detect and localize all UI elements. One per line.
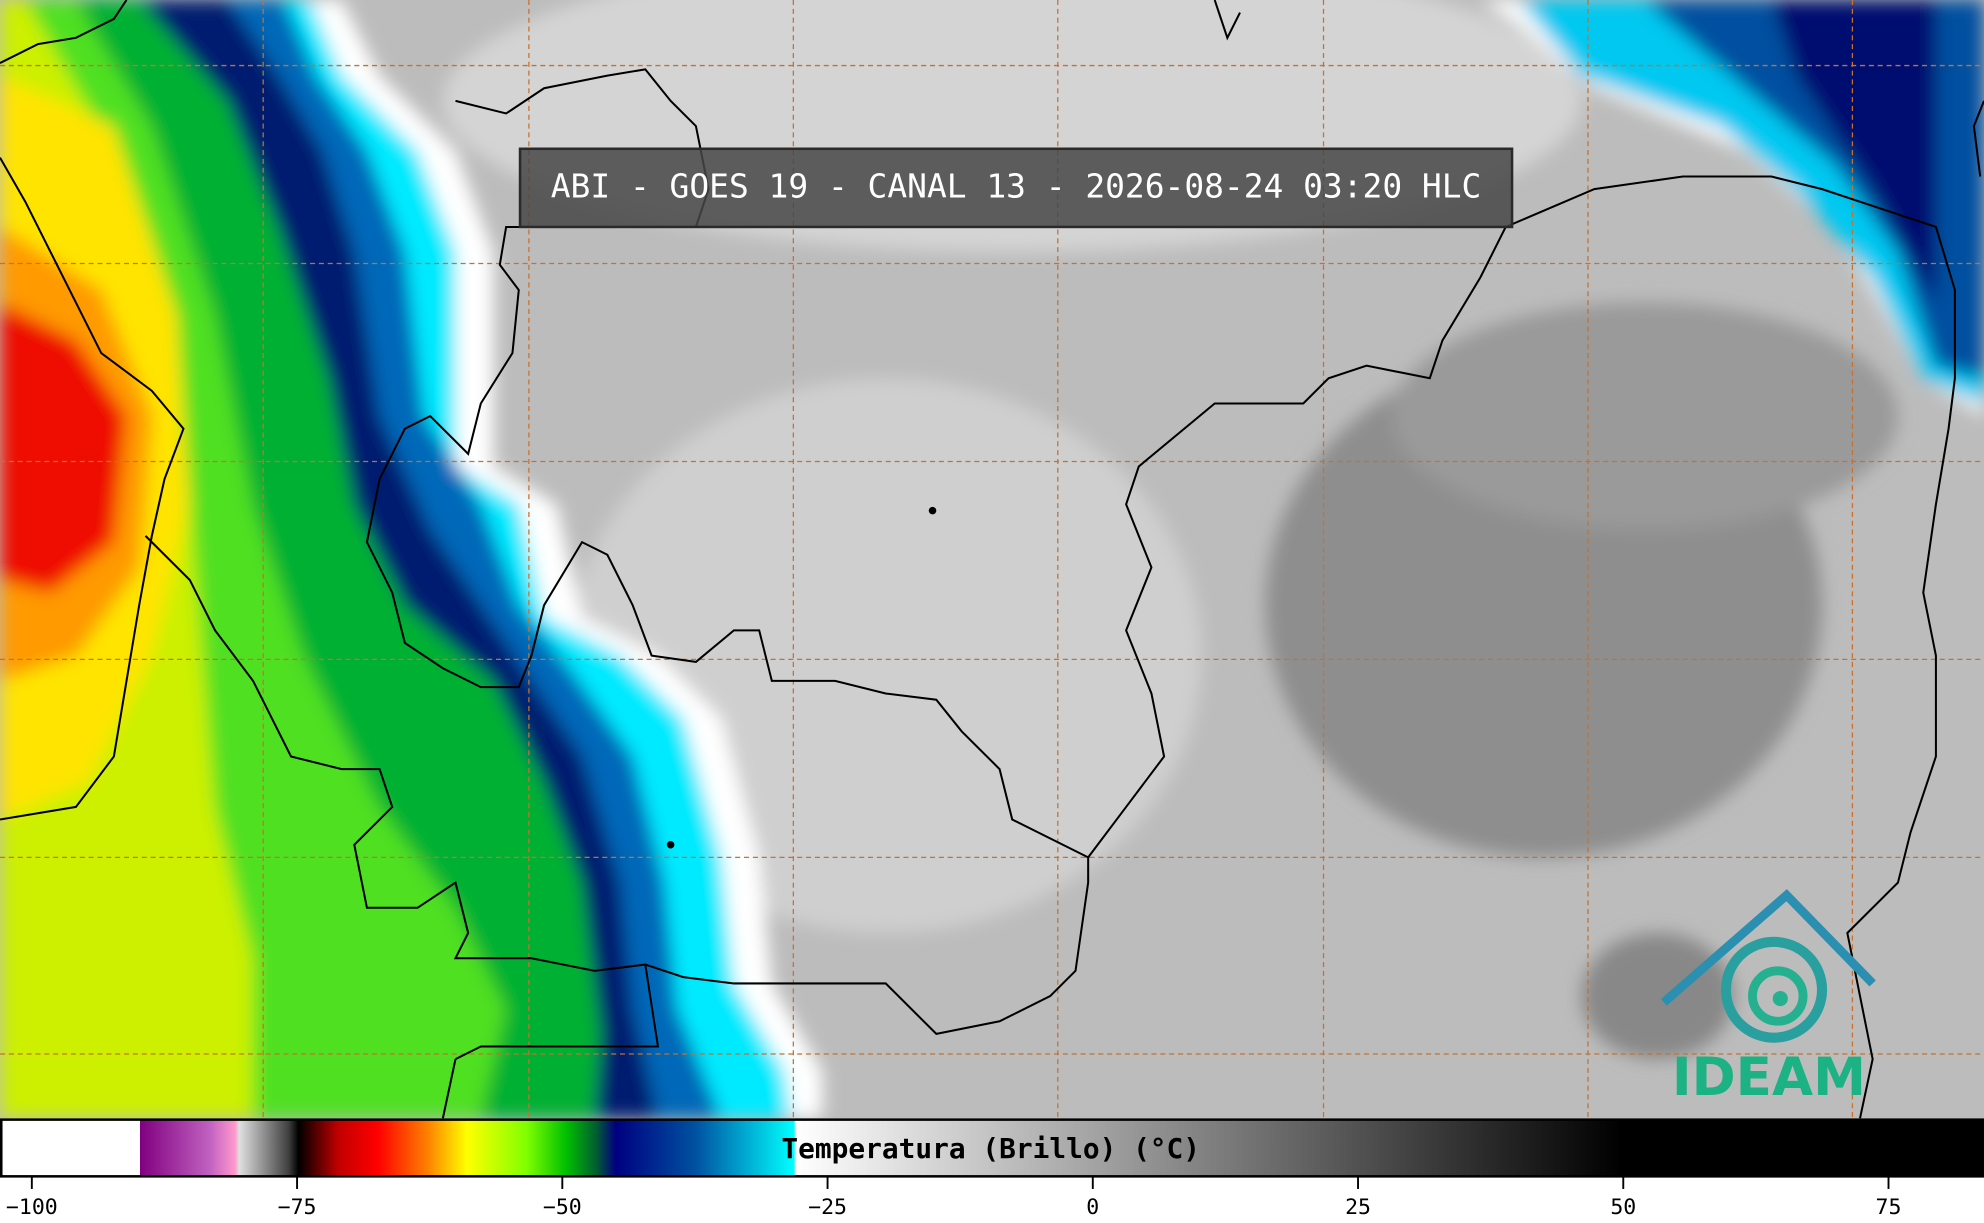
colorbar-tick-label: 25: [1345, 1195, 1371, 1220]
border: [0, 157, 185, 821]
colorbar-tick-label: −100: [6, 1195, 58, 1220]
colorbar-tick-label: 75: [1876, 1195, 1902, 1220]
colorbar-tick-label: −50: [543, 1195, 582, 1220]
logo-arch: [1660, 889, 1876, 1006]
title: ABI - GOES 19 - CANAL 13 - 2026-08-24 03…: [551, 167, 1482, 205]
logo-swirl: [1772, 991, 1788, 1007]
title-box: [518, 147, 1514, 229]
logo-swirl: [1720, 936, 1828, 1043]
colorbar-scale: [0, 1118, 1984, 1178]
city-marker: [928, 506, 937, 515]
border: [441, 1058, 457, 1119]
border: [0, 0, 128, 64]
border: [455, 964, 660, 1060]
logo-text: IDEAM: [1672, 1046, 1866, 1108]
cloud-dark: [1391, 302, 1898, 530]
satellite-image: IDEAM ABI - GOES 19 - CANAL 13 - 2026-08…: [0, 0, 1984, 1119]
colorbar-tick-label: 0: [1086, 1195, 1099, 1220]
colorbar-label: Temperatura (Brillo) (°C): [781, 1132, 1200, 1165]
colorbar-tick-label: −75: [278, 1195, 317, 1220]
border: [144, 175, 1956, 1119]
cloud-dark: [1581, 933, 1734, 1060]
cold-red: [0, 302, 127, 593]
logo-swirl: [1748, 966, 1808, 1026]
border: [1213, 0, 1241, 41]
logo: IDEAM: [1660, 889, 1876, 1108]
colorbar-tick-label: 50: [1610, 1195, 1636, 1220]
colorbar-tick-label: −25: [808, 1195, 847, 1220]
colorbar: Temperatura (Brillo) (°C): [0, 1118, 1984, 1178]
border: [1972, 100, 1984, 177]
city-marker: [666, 840, 675, 849]
cold-navy: [1771, 0, 1936, 303]
